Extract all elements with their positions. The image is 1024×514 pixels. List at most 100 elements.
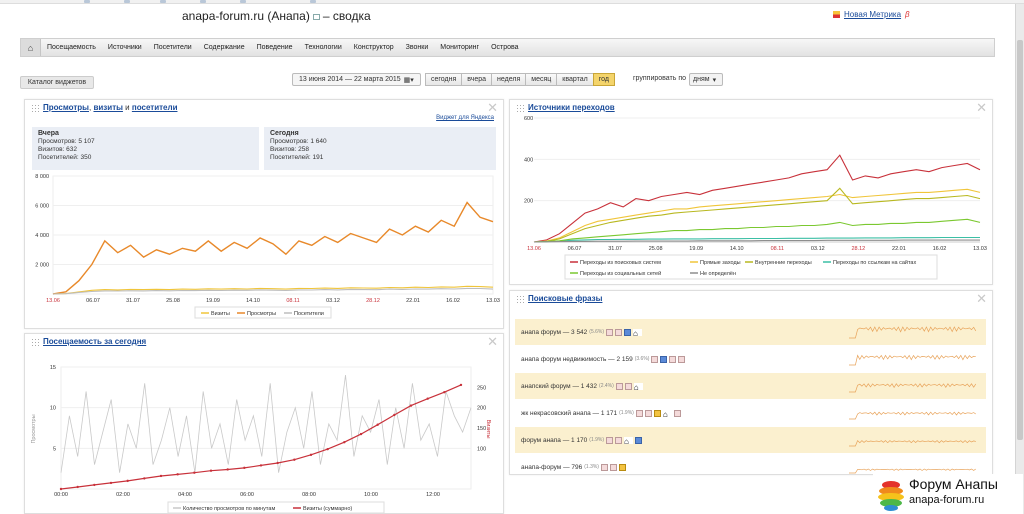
counter-icon[interactable] [312,13,320,20]
phrase-text[interactable]: анапский форум — 1 432 [521,382,598,390]
phrase-sparkline [849,326,977,339]
x-tick-label: 13.06 [46,298,60,304]
widget-title-link[interactable]: Источники переходов [528,103,615,112]
key-icon[interactable] [618,463,626,471]
nav-item-sources[interactable]: Источники [107,44,142,51]
drag-handle-icon[interactable] [516,295,524,303]
phrase-text[interactable]: анапа форум недвижимость — 2 159 [521,355,633,363]
yandex-search-icon[interactable] [669,355,677,363]
yandex-search-icon[interactable] [600,463,608,471]
yandex-search-icon[interactable] [615,436,623,444]
yandex-search-icon[interactable] [606,436,614,444]
google-search-icon[interactable] [624,328,632,336]
yandex-search-icon[interactable] [615,382,623,390]
x-tick-label: 06.07 [86,298,100,304]
y-tick-label-right: 150 [477,426,486,432]
scrollbar-thumb[interactable] [1017,40,1023,440]
phrase-text[interactable]: жк некрасовский анапа — 1 171 [521,409,618,417]
page-scrollbar[interactable] [1015,4,1024,514]
home-icon[interactable]: ⌂ [662,409,672,419]
x-tick-label: 13.03 [973,246,987,252]
close-icon[interactable]: ✕ [976,100,987,115]
chevron-down-icon: ▾ [712,76,717,84]
new-metrika-link[interactable]: Новая Метрика [844,10,902,19]
nav-item-constructor[interactable]: Конструктор [353,44,394,51]
x-tick-label: 00:00 [54,492,68,498]
series-line [533,187,981,243]
title-link-views[interactable]: Просмотры [43,103,90,112]
x-tick-label: 03.12 [326,298,340,304]
yandex-search-icon[interactable] [651,355,659,363]
period-today-button[interactable]: сегодня [425,73,463,86]
yandex-search-icon[interactable] [635,409,643,417]
widget-title-link[interactable]: Посещаемость за сегодня [43,337,147,346]
home-button[interactable]: ⌂ [21,39,41,56]
browser-icon [310,0,316,3]
period-year-button[interactable]: год [592,73,615,86]
nav-item-monitoring[interactable]: Мониторинг [440,44,480,51]
series-point [459,383,463,387]
close-icon[interactable]: ✕ [976,291,987,306]
x-tick-label: 19.09 [206,298,220,304]
yandex-search-icon[interactable] [678,355,686,363]
title-link-visitors[interactable]: посетители [131,103,178,112]
series-point [376,423,379,426]
series-point [243,466,246,470]
group-by-select[interactable]: дням ▾ [689,73,723,86]
stats-line: Просмотров: 1 640 [270,138,327,145]
period-month-button[interactable]: месяц [525,73,558,86]
x-tick-label: 06:00 [240,492,254,498]
yandex-search-icon[interactable] [609,463,617,471]
phrase-row[interactable]: анапа-форум — 796 (1.3%) [515,454,986,480]
phrase-row[interactable]: анапский форум — 1 432 (2.4%) ⌂ [515,373,986,399]
legend-box [167,501,385,514]
period-quarter-button[interactable]: квартал [556,73,594,86]
yandex-search-icon[interactable] [615,328,623,336]
yandex-search-icon[interactable] [644,409,652,417]
period-yesterday-button[interactable]: вчера [461,73,493,86]
stats-today: Сегодня Просмотров: 1 640 Визитов: 258 П… [264,127,496,170]
phrase-row[interactable]: форум анапа — 1 170 (1.9%) ⌂ [515,427,986,453]
nav-item-traffic[interactable]: Посещаемость [47,44,96,51]
key-icon[interactable] [653,409,661,417]
legend-label: Не определён [700,271,736,277]
widget-title: Просмотры, визиты и посетители [43,103,177,112]
phrase-text[interactable]: форум анапа — 1 170 [521,436,588,444]
phrase-text[interactable]: анапа форум — 3 542 [521,328,588,336]
yandex-search-icon[interactable] [673,409,681,417]
series-line [52,287,494,295]
home-icon[interactable]: ⌂ [624,436,634,446]
drag-handle-icon[interactable] [31,104,39,112]
home-icon[interactable]: ⌂ [633,328,643,338]
nav-item-behavior[interactable]: Поведение [256,44,293,51]
widget-title-link[interactable]: Поисковые фразы [528,294,603,303]
nav-item-technology[interactable]: Технологии [304,44,342,51]
nav-item-content[interactable]: Содержание [203,44,245,51]
nav-item-islands[interactable]: Острова [491,44,519,51]
y-tick-label-left: 5 [53,446,56,452]
title-link-visits[interactable]: визиты [93,103,123,112]
phrase-row[interactable]: анапа форум — 3 542 (5.6%) ⌂ [515,319,986,345]
main-nav: ⌂ Посещаемость Источники Посетители Соде… [20,38,995,57]
widget-catalog-button[interactable]: Каталог виджетов [20,76,94,89]
yandex-search-icon[interactable] [606,328,614,336]
nav-item-visitors[interactable]: Посетители [153,44,192,51]
drag-handle-icon[interactable] [516,104,524,112]
date-range-value: 13 июня 2014 — 22 марта 2015 [299,76,401,83]
phrase-row[interactable]: анапа форум недвижимость — 2 159 (3.6%) [515,346,986,372]
google-search-icon[interactable] [635,436,643,444]
phrase-sparkline [849,383,977,393]
drag-handle-icon[interactable] [31,338,39,346]
nav-item-calls[interactable]: Звонки [405,44,429,51]
home-icon[interactable]: ⌂ [633,382,643,392]
series-line [52,285,494,295]
yandex-search-icon[interactable] [624,382,632,390]
date-range-picker[interactable]: 13 июня 2014 — 22 марта 2015 ▦▾ [292,73,421,86]
google-search-icon[interactable] [660,355,668,363]
close-icon[interactable]: ✕ [487,334,498,349]
phrase-text[interactable]: анапа-форум — 796 [521,463,583,471]
phrase-row[interactable]: жк некрасовский анапа — 1 171 (1.9%) ⌂ [515,400,986,426]
close-icon[interactable]: ✕ [487,100,498,115]
yandex-widget-link[interactable]: Виджет для Яндекса [436,115,494,121]
period-week-button[interactable]: неделя [491,73,527,86]
